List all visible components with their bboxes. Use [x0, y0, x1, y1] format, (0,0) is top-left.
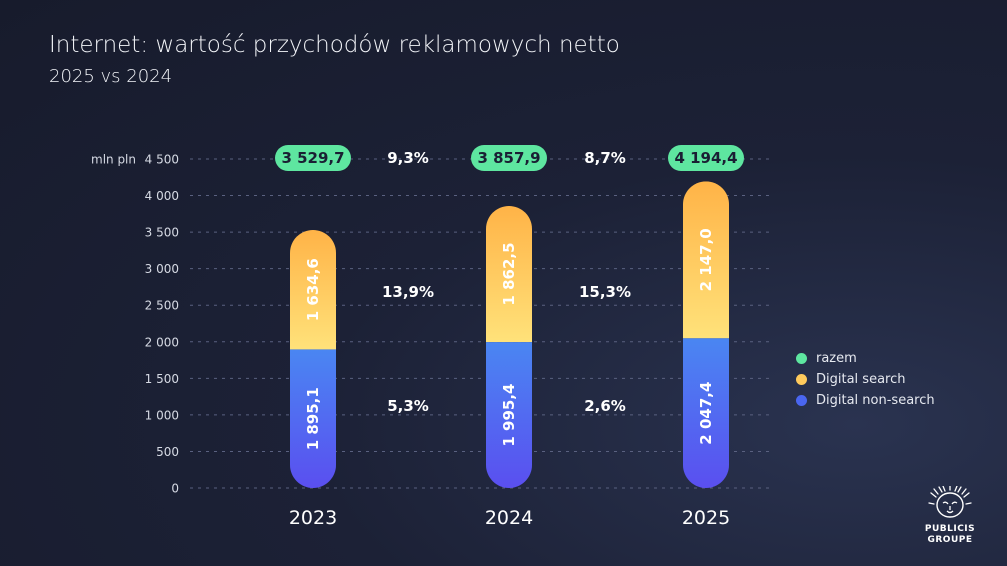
chart-title: Internet: wartość przychodów reklamowych… — [49, 32, 620, 58]
data-label-nonsearch: 2 047,4 — [697, 382, 715, 445]
y-axis-unit-label: mln pln — [91, 153, 136, 167]
data-label-search: 2 147,0 — [697, 228, 715, 291]
x-category-label: 2025 — [682, 507, 730, 529]
y-tick-label: 3 500 — [145, 226, 179, 240]
y-tick-label: 500 — [156, 445, 179, 459]
legend-item-razem: razem — [796, 348, 935, 369]
legend-item-search: Digital search — [796, 369, 935, 390]
y-tick-label: 2 500 — [145, 299, 179, 313]
logo-text-groupe: GROUPE — [927, 535, 973, 545]
total-label: 3 857,9 — [477, 149, 540, 167]
total-badge — [471, 145, 547, 171]
bar-segment-search — [683, 181, 729, 339]
x-category-label: 2024 — [485, 507, 533, 529]
legend-label-search: Digital search — [816, 372, 906, 387]
legend-label-razem: razem — [816, 351, 857, 366]
data-label-search: 1 862,5 — [500, 242, 518, 305]
legend: razem Digital search Digital non-search — [796, 348, 935, 411]
bar-group — [683, 181, 729, 488]
bar-segment-search — [486, 205, 532, 343]
y-tick-label: 0 — [171, 482, 179, 496]
growth-label-search: 15,3% — [579, 283, 631, 301]
growth-label-nonsearch: 5,3% — [387, 397, 429, 415]
data-label-search: 1 634,6 — [304, 258, 322, 321]
growth-label-razem: 9,3% — [387, 149, 429, 167]
y-tick-label: 4 500 — [145, 153, 179, 167]
total-label: 3 529,7 — [281, 149, 344, 167]
legend-dot-razem — [796, 353, 807, 364]
bar-segment-nonsearch — [290, 349, 336, 488]
growth-label-search: 13,9% — [382, 283, 434, 301]
bar-segment-nonsearch — [683, 338, 729, 488]
growth-label-nonsearch: 2,6% — [584, 397, 626, 415]
bar-segment-search — [290, 229, 336, 350]
data-label-nonsearch: 1 995,4 — [500, 384, 518, 447]
y-tick-label: 2 000 — [145, 335, 179, 349]
total-badge — [668, 145, 744, 171]
bar-group — [290, 229, 336, 488]
growth-label-razem: 8,7% — [584, 149, 626, 167]
bar-group — [486, 205, 532, 488]
chart-subtitle: 2025 vs 2024 — [49, 66, 173, 87]
legend-label-nonsearch: Digital non-search — [816, 393, 935, 408]
legend-dot-nonsearch — [796, 395, 807, 406]
y-tick-label: 4 000 — [145, 189, 179, 203]
y-tick-label: 1 000 — [145, 408, 179, 422]
legend-item-nonsearch: Digital non-search — [796, 390, 935, 411]
y-tick-label: 1 500 — [145, 372, 179, 386]
lion-head-icon — [928, 485, 972, 518]
total-badge — [275, 145, 351, 171]
publicis-logo: PUBLICIS GROUPE — [912, 485, 988, 546]
data-label-nonsearch: 1 895,1 — [304, 387, 322, 450]
y-tick-label: 3 000 — [145, 262, 179, 276]
x-category-label: 2023 — [289, 507, 337, 529]
bar-segment-nonsearch — [486, 342, 532, 488]
total-label: 4 194,4 — [674, 149, 737, 167]
legend-dot-search — [796, 374, 807, 385]
logo-text-publicis: PUBLICIS — [924, 524, 976, 534]
